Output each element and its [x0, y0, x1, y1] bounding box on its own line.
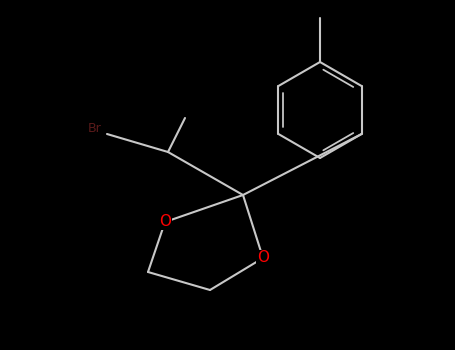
Text: Br: Br — [88, 121, 102, 134]
Text: O: O — [257, 251, 269, 266]
Text: O: O — [159, 215, 171, 230]
